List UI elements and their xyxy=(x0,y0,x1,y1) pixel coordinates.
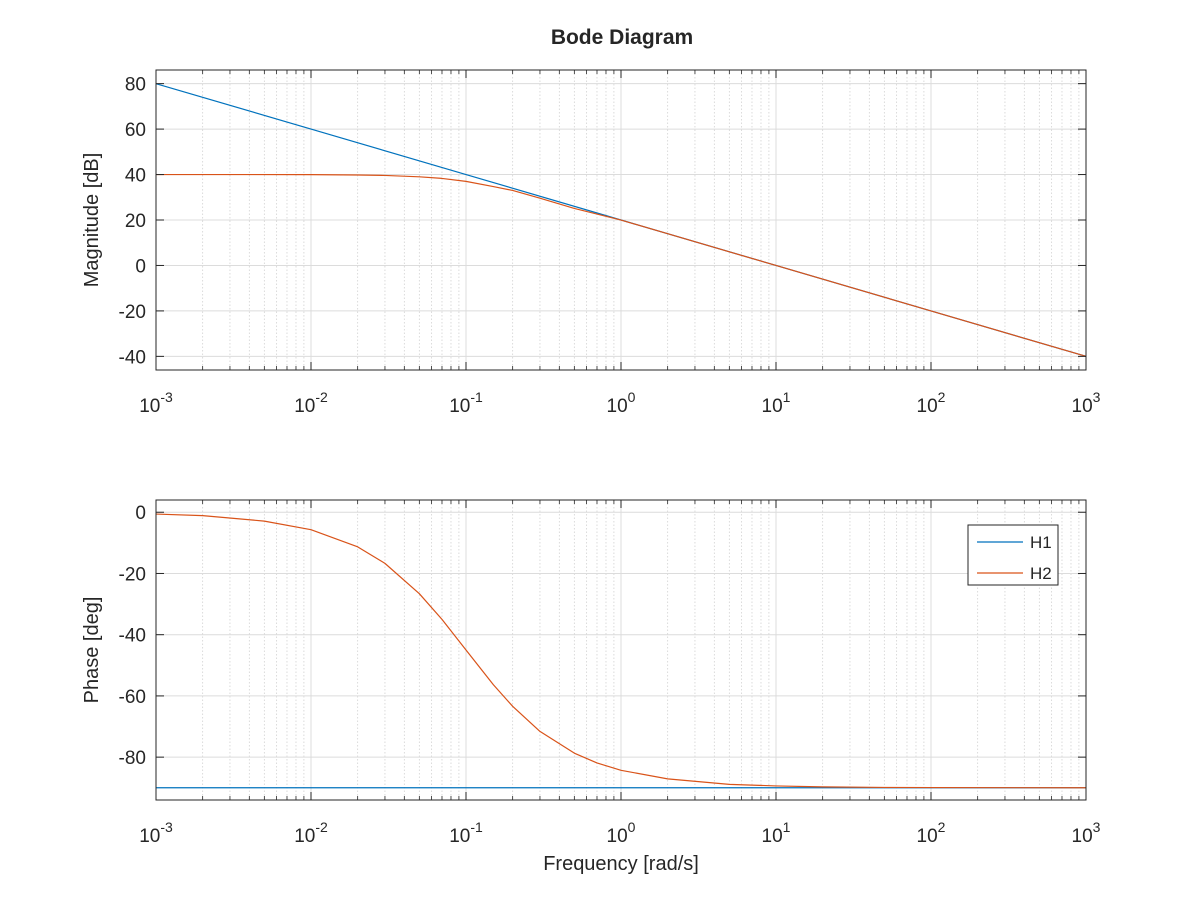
phase-ticks: 10-3 10-2 10-1 100 101 102 103 0 -20 -40 -60 -80 xyxy=(119,500,1101,847)
x-tick-label: 100 xyxy=(607,389,636,417)
legend-label-h1: H1 xyxy=(1030,533,1052,552)
series-line-h2 xyxy=(156,173,1087,357)
chart-title: Bode Diagram xyxy=(551,26,693,49)
frequency-x-axis-label: Frequency [rad/s] xyxy=(543,853,699,875)
legend: H1 H2 xyxy=(967,524,1059,586)
phase-series xyxy=(155,513,1087,789)
x-tick-label: 10-1 xyxy=(449,389,483,417)
legend-label-h2: H2 xyxy=(1030,564,1052,583)
y-tick-label: 0 xyxy=(135,503,146,524)
x-tick-label: 102 xyxy=(917,819,946,847)
magnitude-ticks: 10-3 10-2 10-1 100 101 102 103 80 60 40 20 0 -20 -40 xyxy=(119,70,1101,417)
x-tick-label: 103 xyxy=(1072,389,1101,417)
x-tick-label: 103 xyxy=(1072,819,1101,847)
x-tick-label: 10-3 xyxy=(139,389,173,417)
x-tick-label: 10-1 xyxy=(449,819,483,847)
y-tick-label: 0 xyxy=(135,256,146,277)
y-tick-label: -20 xyxy=(119,302,146,323)
legend-box xyxy=(967,524,1059,586)
x-tick-label: 101 xyxy=(762,389,791,417)
magnitude-panel: 10-3 10-2 10-1 100 101 102 103806040200-20-40 … xyxy=(81,69,1101,417)
x-tick-label: 10-3 xyxy=(139,819,173,847)
y-tick-label: -40 xyxy=(119,347,146,368)
magnitude-y-axis-label: Magnitude [dB] xyxy=(81,153,103,288)
y-tick-label: 60 xyxy=(125,120,146,141)
x-tick-label: 10-2 xyxy=(294,819,328,847)
x-tick-label: 101 xyxy=(762,819,791,847)
x-tick-label: 102 xyxy=(917,389,946,417)
phase-y-axis-label: Phase [deg] xyxy=(81,597,103,704)
phase-panel: 10-3 10-2 10-1 100 101 102 103 0 -20 -40 -60 -80 Ph… xyxy=(81,499,1101,875)
series-line-h2 xyxy=(155,513,1087,789)
y-tick-label: -20 xyxy=(119,564,146,585)
y-tick-label: -40 xyxy=(119,626,146,647)
magnitude-series xyxy=(155,83,1087,357)
x-tick-label: 10-2 xyxy=(294,389,328,417)
y-tick-label: -60 xyxy=(119,687,146,708)
x-tick-label: 100 xyxy=(607,819,636,847)
y-tick-label: 40 xyxy=(125,166,146,187)
phase-grid xyxy=(155,500,1087,800)
y-tick-label: 80 xyxy=(125,75,146,96)
y-tick-label: 20 xyxy=(125,211,146,232)
y-tick-label: -80 xyxy=(119,748,146,769)
